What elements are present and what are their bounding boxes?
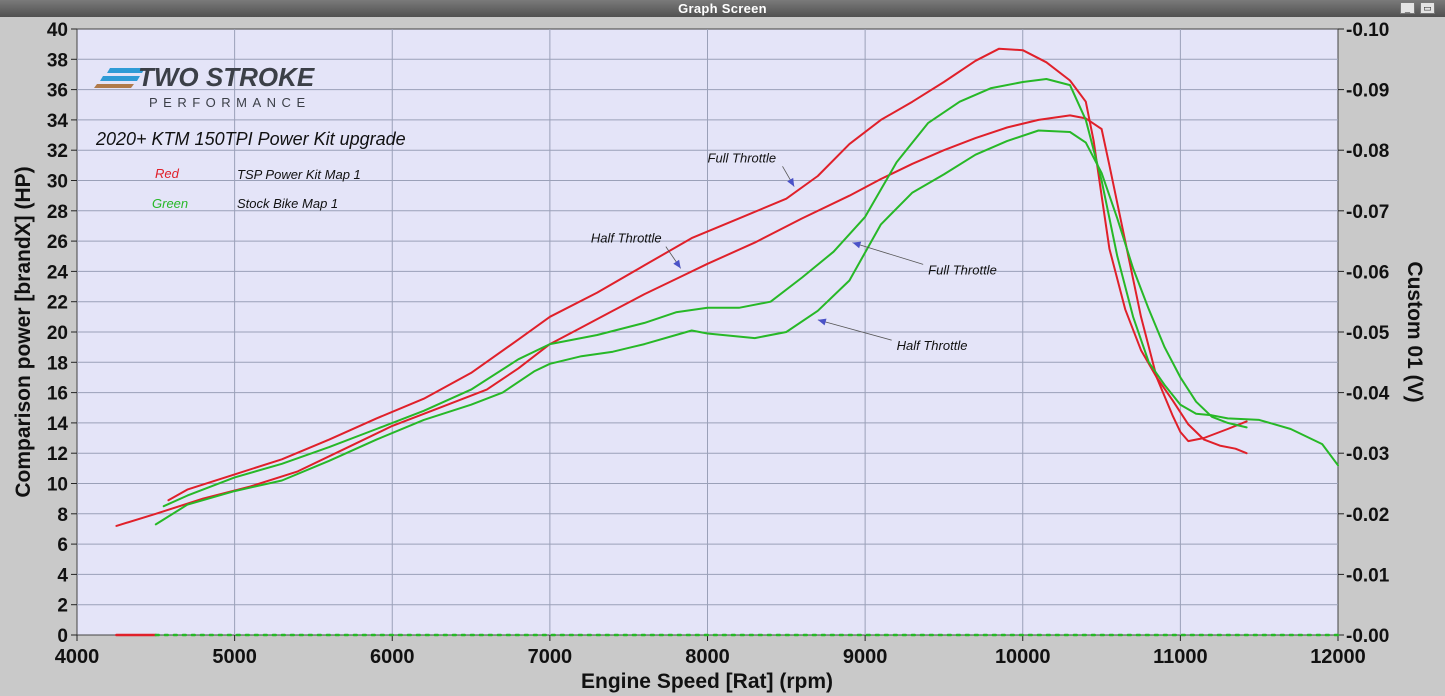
x-tick-label: 8000 [685, 646, 730, 668]
annotation-label: Half Throttle [897, 338, 968, 353]
y-tick-label: 16 [47, 384, 68, 405]
logo-stripes-icon [94, 68, 145, 88]
y-tick-label: 22 [47, 293, 68, 314]
annotation-label: Half Throttle [591, 231, 662, 246]
legend-title: 2020+ KTM 150TPI Power Kit upgrade [95, 129, 406, 149]
y2-tick-label: -0.03 [1346, 444, 1389, 465]
x-tick-label: 7000 [528, 646, 573, 668]
restore-button[interactable]: ▭ [1420, 2, 1435, 14]
annotation-label: Full Throttle [708, 150, 777, 165]
legend-entry-red-desc: TSP Power Kit Map 1 [237, 167, 361, 182]
y-tick-label: 4 [57, 565, 68, 586]
x-tick-label: 6000 [370, 646, 415, 668]
y-tick-label: 38 [47, 50, 68, 71]
y-tick-label: 40 [47, 20, 68, 41]
logo-subtitle: PERFORMANCE [149, 95, 311, 110]
y-tick-label: 12 [47, 444, 68, 465]
y2-tick-label: -0.01 [1346, 565, 1390, 586]
annotation-arrowhead [817, 318, 827, 326]
x-tick-labels: 4000 5000 6000 7000 8000 9000 10000 11000 12000 [55, 635, 1366, 668]
y2-axis-label: Custom 01 (V) [1403, 261, 1426, 402]
y2-tick-label: -0.06 [1346, 262, 1389, 283]
y2-tick-label: -0.00 [1346, 626, 1389, 647]
y2-tick-label: -0.07 [1346, 202, 1389, 223]
annotation-arrow [852, 242, 924, 265]
annotation-arrowhead [852, 241, 862, 249]
y2-tick-label: -0.08 [1346, 141, 1389, 162]
y2-tick-labels: -0.00 -0.01 -0.02 -0.03 -0.04 -0.05 -0.06 -0.07… [1338, 20, 1390, 647]
x-tick-label: 5000 [212, 646, 257, 668]
y2-tick-label: -0.02 [1346, 505, 1389, 526]
x-tick-label: 9000 [843, 646, 888, 668]
y-tick-label: 8 [57, 505, 68, 526]
y-tick-label: 30 [47, 172, 68, 193]
y-tick-label: 10 [47, 475, 68, 496]
series-lines [115, 47, 1340, 637]
y-tick-label: 2 [57, 596, 68, 617]
window-titlebar: Graph Screen _ ▭ [0, 0, 1445, 17]
y-tick-label: 34 [47, 111, 69, 132]
y2-tick-label: -0.05 [1346, 323, 1390, 344]
y-axis-label: Comparison power [brandX] (HP) [12, 166, 35, 497]
x-tick-label: 4000 [55, 646, 100, 668]
legend-entry-red-color: Red [155, 166, 180, 181]
y-tick-label: 6 [57, 535, 68, 556]
y-tick-label: 32 [47, 141, 68, 162]
annotation-arrowhead [673, 259, 681, 269]
y-tick-label: 24 [47, 262, 69, 283]
series-line-green-full-throttle [162, 78, 1339, 508]
y-tick-label: 36 [47, 81, 68, 102]
y-tick-label: 28 [47, 202, 68, 223]
grid [77, 29, 1338, 635]
logo-title: TWO STROKE [138, 62, 315, 92]
graph-chart: 4000 5000 6000 7000 8000 9000 10000 11000 12000 … [12, 20, 1426, 693]
y-tick-label: 18 [47, 353, 68, 374]
legend-entry-green-desc: Stock Bike Map 1 [237, 196, 338, 211]
annotation-arrow [817, 319, 892, 341]
x-tick-label: 11000 [1153, 646, 1208, 668]
logo: TWO STROKE PERFORMANCE [94, 62, 315, 110]
window-title: Graph Screen [678, 1, 767, 16]
legend-entry-green-color: Green [152, 196, 188, 211]
series-line-green-half-throttle [154, 129, 1248, 526]
series-line-red-full-throttle [167, 47, 1248, 502]
y2-tick-label: -0.10 [1346, 20, 1389, 41]
minimize-button[interactable]: _ [1400, 2, 1415, 14]
annotation-label: Full Throttle [928, 262, 997, 277]
annotations: Full Throttle Half Throttle Full Throttle H… [591, 150, 997, 353]
y-tick-label: 14 [47, 414, 69, 435]
x-tick-label: 12000 [1310, 646, 1366, 668]
y-tick-label: 0 [57, 626, 68, 647]
y-tick-label: 26 [47, 232, 68, 253]
y2-tick-label: -0.04 [1346, 384, 1390, 405]
x-axis-label: Engine Speed [Rat] (rpm) [581, 670, 833, 693]
series-line-red-half-throttle [115, 114, 1248, 527]
annotation-arrowhead [787, 177, 795, 187]
y2-tick-label: -0.09 [1346, 81, 1389, 102]
x-tick-label: 10000 [995, 646, 1051, 668]
y-tick-label: 20 [47, 323, 68, 344]
